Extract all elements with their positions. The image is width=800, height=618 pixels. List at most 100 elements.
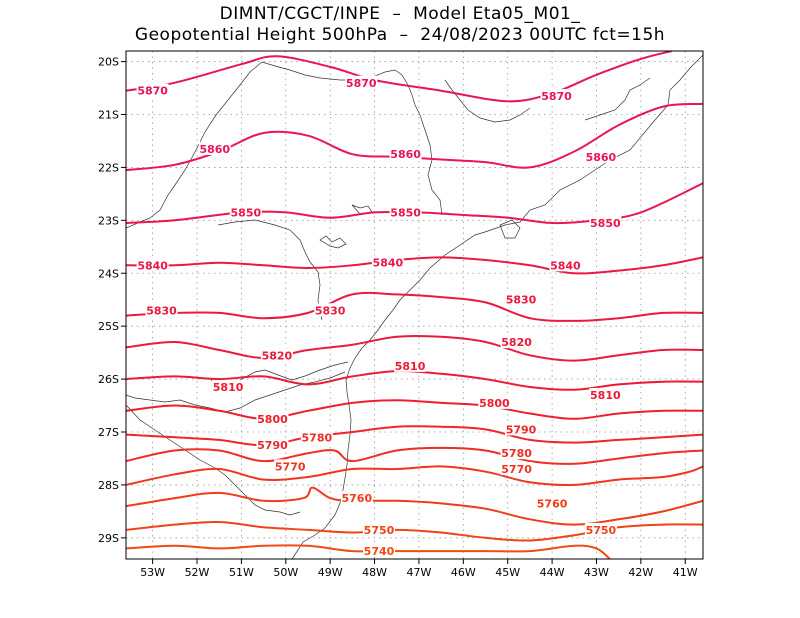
lat-tick-label: 28S (98, 479, 119, 492)
contour-label: 5790 (257, 439, 288, 452)
contour-labels: 5870 5870 5870 5860 5860 5860 5850 5850 5850 5840… (136, 75, 622, 558)
contour-label: 5840 (373, 257, 404, 270)
contour-5790 (126, 425, 703, 447)
island (319, 235, 347, 249)
island (499, 219, 521, 239)
contour-label: 5820 (501, 336, 532, 349)
contour-5840 (126, 256, 703, 275)
lon-tick-label: 42W (628, 566, 653, 579)
lon-tick-label: 53W (140, 566, 165, 579)
contour-label-bg (394, 358, 427, 372)
contour-5780 (126, 446, 703, 465)
contour-label-bg (362, 522, 395, 536)
height-contours (126, 51, 703, 559)
lat-tick-label: 22S (98, 161, 119, 174)
contour-label: 5810 (590, 389, 621, 402)
contour-label: 5770 (275, 460, 306, 473)
contour-label: 5830 (146, 304, 177, 317)
title-line-1: DIMNT/CGCT/INPE – Model Eta05_M01_ (219, 4, 581, 24)
contour-label: 5830 (506, 294, 537, 307)
contour-label: 5870 (346, 77, 377, 90)
contour-label: 5750 (586, 524, 617, 537)
map-frame (125, 50, 704, 560)
contour-label: 5840 (137, 259, 168, 272)
lat-tick-label: 20S (98, 56, 119, 69)
island (351, 204, 373, 215)
contour-label: 5740 (364, 545, 395, 558)
contour-label: 5800 (479, 397, 510, 410)
contour-label-bg (256, 411, 289, 425)
lon-tick-label: 44W (540, 566, 565, 579)
contour-label-bg (136, 83, 169, 97)
contour-label-bg (549, 258, 582, 272)
state-border (584, 77, 651, 121)
axis-ticks: 20S 21S 22S 23S 24S 25S 26S 27S 28S 29S 53W 52W 51W 5… (98, 56, 698, 579)
contour-label-bg (145, 303, 178, 317)
state-border (217, 219, 323, 321)
state-border (261, 61, 443, 216)
contour-label-bg (478, 395, 511, 409)
lat-tick-label: 26S (98, 373, 119, 386)
contour-label-bg (362, 544, 395, 558)
contour-label-bg (212, 380, 245, 394)
contour-label-bg (198, 141, 231, 155)
lon-tick-label: 51W (229, 566, 254, 579)
lon-tick-label: 45W (495, 566, 520, 579)
contour-label-bg (589, 215, 622, 229)
contour-label: 5760 (537, 497, 568, 510)
lat-tick-label: 23S (98, 214, 119, 227)
contour-label-bg (500, 335, 533, 349)
lat-tick-label: 21S (98, 109, 119, 122)
contour-5820 (126, 334, 703, 362)
contour-label-bg (274, 459, 307, 473)
lon-tick-label: 48W (362, 566, 387, 579)
contour-label: 5860 (390, 148, 421, 161)
contour-label: 5800 (257, 413, 288, 426)
contour-label-bg (584, 522, 617, 536)
lon-tick-label: 47W (407, 566, 432, 579)
contour-label: 5870 (541, 90, 572, 103)
contour-label-bg (260, 348, 293, 362)
lon-tick-label: 50W (273, 566, 298, 579)
contour-label-bg (340, 491, 373, 505)
contour-label-bg (256, 438, 289, 452)
contour-label-bg (589, 387, 622, 401)
lon-tick-label: 43W (584, 566, 609, 579)
title-line-2: Geopotential Height 500hPa – 24/08/2023 … (134, 25, 666, 45)
political-boundaries (126, 54, 703, 559)
contour-label-bg (540, 88, 573, 102)
contour-label: 5850 (390, 206, 421, 219)
contour-label-bg (345, 75, 378, 89)
contour-label: 5810 (213, 381, 244, 394)
contour-label-bg (371, 255, 404, 269)
lat-tick-label: 24S (98, 267, 119, 280)
contour-label: 5770 (501, 463, 532, 476)
contour-5830 (126, 291, 703, 322)
contour-label-bg (389, 205, 422, 219)
lat-tick-label: 29S (98, 532, 119, 545)
lon-tick-label: 52W (185, 566, 210, 579)
contour-label-bg (300, 430, 333, 444)
contour-label-bg (584, 149, 617, 163)
contour-label-bg (389, 147, 422, 161)
contour-label-bg (505, 292, 538, 306)
contour-label: 5760 (341, 492, 372, 505)
lon-tick-label: 49W (318, 566, 343, 579)
contour-label-bg (136, 258, 169, 272)
contour-label: 5750 (364, 524, 395, 537)
lon-tick-label: 46W (451, 566, 476, 579)
lat-tick-label: 25S (98, 320, 119, 333)
contour-5800 (126, 399, 703, 420)
contour-label: 5840 (550, 259, 581, 272)
contour-label: 5820 (262, 349, 293, 362)
contour-5740 (126, 544, 611, 559)
contour-label: 5790 (506, 423, 537, 436)
contour-label: 5850 (231, 206, 262, 219)
contour-label: 5860 (586, 151, 617, 164)
contour-label-bg (500, 446, 533, 460)
contour-label: 5780 (302, 431, 333, 444)
lon-tick-label: 41W (673, 566, 698, 579)
contour-label-bg (536, 496, 569, 510)
lat-tick-label: 27S (98, 426, 119, 439)
contour-5770 (126, 465, 703, 487)
